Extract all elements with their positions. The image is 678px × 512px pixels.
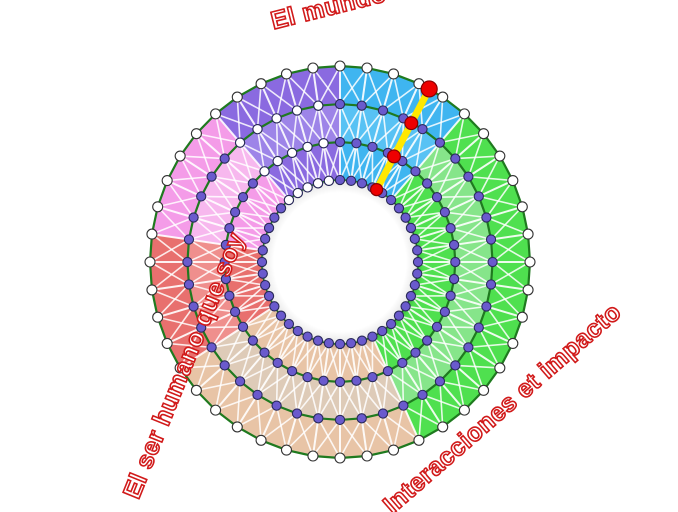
cross-edges [149, 65, 531, 459]
network-nodes [144, 60, 536, 464]
highlight-path[interactable] [373, 85, 433, 194]
inner-hole [262, 180, 418, 344]
highlight-nodes[interactable] [370, 80, 438, 197]
